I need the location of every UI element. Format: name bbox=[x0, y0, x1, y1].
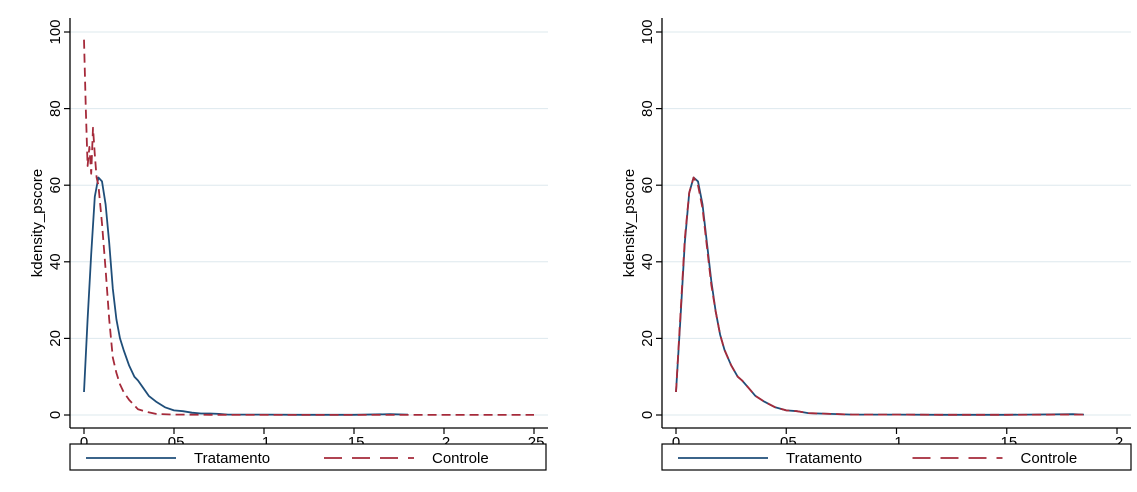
y-tick-label: 40 bbox=[639, 253, 656, 270]
y-tick-label: 100 bbox=[639, 19, 656, 44]
y-tick-label: 0 bbox=[47, 411, 64, 419]
y-axis-title: kdensity_pscore bbox=[621, 169, 638, 277]
legend: Tratamento Controle bbox=[661, 443, 1132, 471]
x-tick-label: 0 bbox=[672, 434, 680, 451]
legend-label-tratamento: Tratamento bbox=[786, 450, 862, 467]
y-tick-label: 20 bbox=[639, 330, 656, 347]
legend-label-controle: Controle bbox=[1021, 450, 1078, 467]
y-tick-label: 100 bbox=[47, 19, 64, 44]
y-axis-title: kdensity_pscore bbox=[29, 169, 46, 277]
series-line-tratamento bbox=[675, 176, 1084, 416]
series-line-tratamento bbox=[83, 176, 409, 416]
series-line-controle bbox=[83, 39, 534, 416]
legend-box bbox=[69, 443, 547, 471]
y-tick-label: 40 bbox=[47, 253, 64, 270]
legend-label-tratamento: Tratamento bbox=[194, 450, 270, 467]
legend-label-controle: Controle bbox=[432, 450, 489, 467]
x-tick-label: 0 bbox=[80, 434, 88, 451]
y-tick-label: 60 bbox=[47, 177, 64, 194]
y-tick-label: 0 bbox=[639, 411, 656, 419]
y-tick-label: 80 bbox=[639, 100, 656, 117]
legend-box bbox=[661, 443, 1132, 471]
y-tick-label: 80 bbox=[47, 100, 64, 117]
series-line-controle bbox=[675, 176, 1084, 416]
y-tick-label: 20 bbox=[47, 330, 64, 347]
legend: Tratamento Controle bbox=[69, 443, 547, 471]
y-tick-label: 60 bbox=[639, 177, 656, 194]
